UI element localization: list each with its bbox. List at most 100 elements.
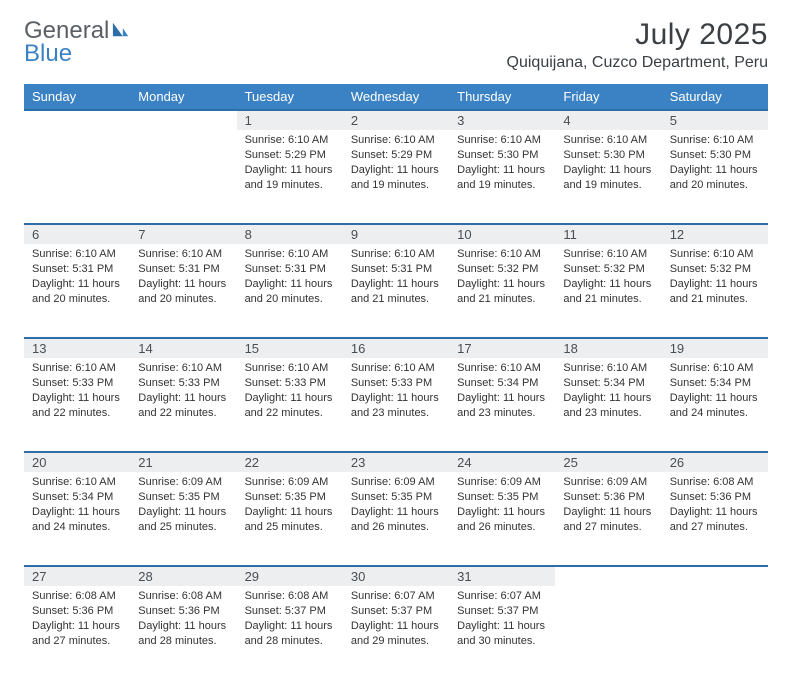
- sunrise-line: Sunrise: 6:10 AM: [563, 133, 653, 148]
- sunset-line: Sunset: 5:37 PM: [351, 604, 441, 619]
- day-content-cell: Sunrise: 6:10 AMSunset: 5:34 PMDaylight:…: [449, 358, 555, 452]
- sunset-line: Sunset: 5:33 PM: [32, 376, 122, 391]
- sunrise-line: Sunrise: 6:07 AM: [351, 589, 441, 604]
- day-content-cell: Sunrise: 6:10 AMSunset: 5:34 PMDaylight:…: [24, 472, 130, 566]
- sunrise-line: Sunrise: 6:08 AM: [245, 589, 335, 604]
- day-content-cell: Sunrise: 6:10 AMSunset: 5:32 PMDaylight:…: [449, 244, 555, 338]
- daylight-line: Daylight: 11 hours and 19 minutes.: [351, 163, 441, 193]
- weekday-header: Monday: [130, 84, 236, 110]
- daylight-line: Daylight: 11 hours and 25 minutes.: [138, 505, 228, 535]
- daylight-line: Daylight: 11 hours and 22 minutes.: [32, 391, 122, 421]
- day-number-cell: 1: [237, 110, 343, 130]
- sunrise-line: Sunrise: 6:10 AM: [670, 247, 760, 262]
- sunset-line: Sunset: 5:32 PM: [563, 262, 653, 277]
- day-content-cell: Sunrise: 6:09 AMSunset: 5:35 PMDaylight:…: [130, 472, 236, 566]
- daylight-line: Daylight: 11 hours and 27 minutes.: [670, 505, 760, 535]
- sunrise-line: Sunrise: 6:10 AM: [351, 247, 441, 262]
- day-number-cell: 11: [555, 224, 661, 244]
- day-number-cell: 18: [555, 338, 661, 358]
- sunrise-line: Sunrise: 6:10 AM: [245, 133, 335, 148]
- sunrise-line: Sunrise: 6:10 AM: [245, 247, 335, 262]
- logo: GeneralBlue: [24, 18, 131, 66]
- day-number-cell: 17: [449, 338, 555, 358]
- day-number-cell: 25: [555, 452, 661, 472]
- sunrise-line: Sunrise: 6:10 AM: [670, 133, 760, 148]
- daylight-line: Daylight: 11 hours and 20 minutes.: [245, 277, 335, 307]
- day-number-cell: 6: [24, 224, 130, 244]
- header: GeneralBlue July 2025 Quiquijana, Cuzco …: [24, 18, 768, 78]
- day-number-cell: 24: [449, 452, 555, 472]
- sunset-line: Sunset: 5:36 PM: [670, 490, 760, 505]
- sunset-line: Sunset: 5:34 PM: [670, 376, 760, 391]
- daylight-line: Daylight: 11 hours and 21 minutes.: [457, 277, 547, 307]
- day-number-cell: 27: [24, 566, 130, 586]
- daynum-row: 13141516171819: [24, 338, 768, 358]
- content-row: Sunrise: 6:08 AMSunset: 5:36 PMDaylight:…: [24, 586, 768, 680]
- day-number-cell: 2: [343, 110, 449, 130]
- logo-sail-icon: [111, 18, 131, 43]
- weekday-header: Friday: [555, 84, 661, 110]
- day-number-cell: 4: [555, 110, 661, 130]
- content-row: Sunrise: 6:10 AMSunset: 5:33 PMDaylight:…: [24, 358, 768, 452]
- sunrise-line: Sunrise: 6:10 AM: [457, 361, 547, 376]
- calendar-body: 12345Sunrise: 6:10 AMSunset: 5:29 PMDayl…: [24, 110, 768, 680]
- sunrise-line: Sunrise: 6:10 AM: [32, 475, 122, 490]
- sunrise-line: Sunrise: 6:07 AM: [457, 589, 547, 604]
- day-number-cell: 8: [237, 224, 343, 244]
- day-content-cell: Sunrise: 6:10 AMSunset: 5:29 PMDaylight:…: [237, 130, 343, 224]
- daylight-line: Daylight: 11 hours and 20 minutes.: [32, 277, 122, 307]
- day-number-cell: 23: [343, 452, 449, 472]
- title-block: July 2025 Quiquijana, Cuzco Department, …: [507, 18, 768, 78]
- sunrise-line: Sunrise: 6:10 AM: [457, 247, 547, 262]
- day-content-cell: Sunrise: 6:10 AMSunset: 5:30 PMDaylight:…: [662, 130, 768, 224]
- day-content-cell: Sunrise: 6:07 AMSunset: 5:37 PMDaylight:…: [343, 586, 449, 680]
- sunset-line: Sunset: 5:37 PM: [457, 604, 547, 619]
- sunset-line: Sunset: 5:30 PM: [563, 148, 653, 163]
- day-content-cell: Sunrise: 6:08 AMSunset: 5:36 PMDaylight:…: [24, 586, 130, 680]
- daylight-line: Daylight: 11 hours and 21 minutes.: [670, 277, 760, 307]
- day-content-cell: Sunrise: 6:10 AMSunset: 5:29 PMDaylight:…: [343, 130, 449, 224]
- daylight-line: Daylight: 11 hours and 30 minutes.: [457, 619, 547, 649]
- weekday-header: Saturday: [662, 84, 768, 110]
- sunrise-line: Sunrise: 6:09 AM: [351, 475, 441, 490]
- day-content-cell: Sunrise: 6:10 AMSunset: 5:31 PMDaylight:…: [237, 244, 343, 338]
- day-content-cell: Sunrise: 6:10 AMSunset: 5:34 PMDaylight:…: [555, 358, 661, 452]
- sunset-line: Sunset: 5:35 PM: [457, 490, 547, 505]
- day-number-cell: 9: [343, 224, 449, 244]
- day-number-cell: 13: [24, 338, 130, 358]
- sunrise-line: Sunrise: 6:09 AM: [138, 475, 228, 490]
- content-row: Sunrise: 6:10 AMSunset: 5:31 PMDaylight:…: [24, 244, 768, 338]
- daylight-line: Daylight: 11 hours and 25 minutes.: [245, 505, 335, 535]
- sunset-line: Sunset: 5:31 PM: [351, 262, 441, 277]
- daylight-line: Daylight: 11 hours and 23 minutes.: [563, 391, 653, 421]
- sunrise-line: Sunrise: 6:10 AM: [351, 361, 441, 376]
- sunset-line: Sunset: 5:31 PM: [32, 262, 122, 277]
- daylight-line: Daylight: 11 hours and 28 minutes.: [138, 619, 228, 649]
- day-number-cell: 29: [237, 566, 343, 586]
- day-content-cell: Sunrise: 6:08 AMSunset: 5:36 PMDaylight:…: [130, 586, 236, 680]
- content-row: Sunrise: 6:10 AMSunset: 5:29 PMDaylight:…: [24, 130, 768, 224]
- weekday-header: Sunday: [24, 84, 130, 110]
- sunset-line: Sunset: 5:35 PM: [138, 490, 228, 505]
- sunset-line: Sunset: 5:36 PM: [32, 604, 122, 619]
- daylight-line: Daylight: 11 hours and 22 minutes.: [138, 391, 228, 421]
- sunrise-line: Sunrise: 6:10 AM: [138, 247, 228, 262]
- sunrise-line: Sunrise: 6:10 AM: [32, 361, 122, 376]
- daynum-row: 12345: [24, 110, 768, 130]
- sunset-line: Sunset: 5:31 PM: [245, 262, 335, 277]
- day-number-cell: 12: [662, 224, 768, 244]
- sunset-line: Sunset: 5:36 PM: [138, 604, 228, 619]
- logo-text-blue: Blue: [24, 41, 131, 66]
- sunset-line: Sunset: 5:30 PM: [457, 148, 547, 163]
- empty-content-cell: [24, 130, 130, 224]
- empty-daynum-cell: [555, 566, 661, 586]
- weekday-header: Thursday: [449, 84, 555, 110]
- sunrise-line: Sunrise: 6:10 AM: [351, 133, 441, 148]
- day-number-cell: 5: [662, 110, 768, 130]
- sunrise-line: Sunrise: 6:10 AM: [670, 361, 760, 376]
- sunrise-line: Sunrise: 6:09 AM: [457, 475, 547, 490]
- daylight-line: Daylight: 11 hours and 21 minutes.: [351, 277, 441, 307]
- daylight-line: Daylight: 11 hours and 29 minutes.: [351, 619, 441, 649]
- sunset-line: Sunset: 5:33 PM: [351, 376, 441, 391]
- sunset-line: Sunset: 5:29 PM: [245, 148, 335, 163]
